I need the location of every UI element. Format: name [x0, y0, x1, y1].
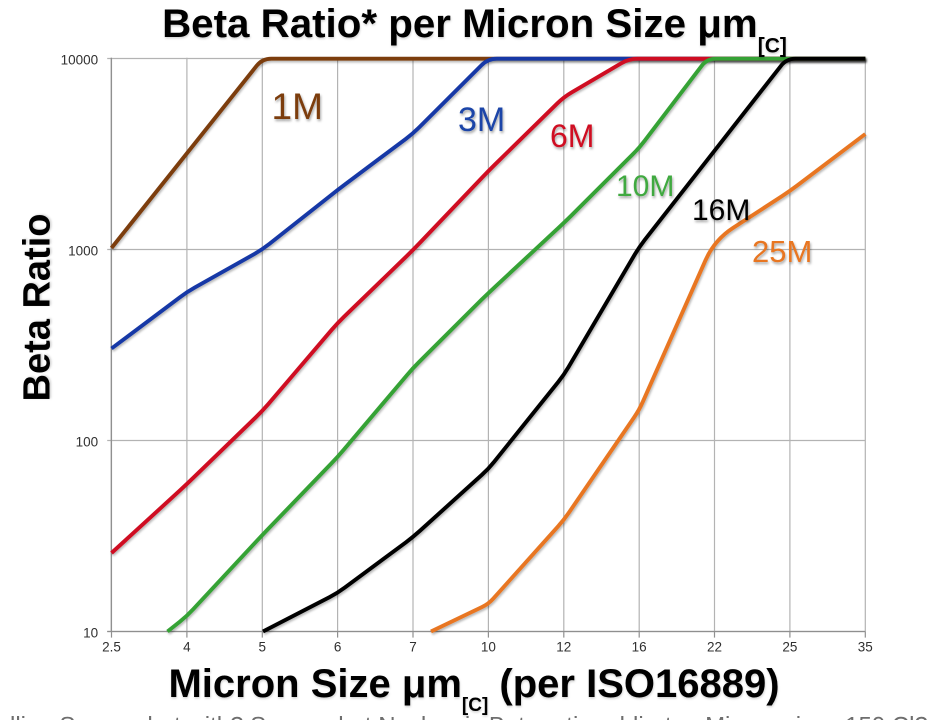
svg-text:7: 7 — [409, 639, 417, 654]
svg-text:12: 12 — [556, 639, 571, 654]
svg-text:1000: 1000 — [68, 244, 98, 259]
svg-text:22: 22 — [707, 639, 722, 654]
svg-text:25: 25 — [782, 639, 797, 654]
svg-text:10M: 10M — [616, 170, 674, 203]
svg-text:5: 5 — [259, 639, 267, 654]
svg-text:Beta Ratio: Beta Ratio — [17, 214, 59, 402]
svg-text:10: 10 — [481, 639, 496, 654]
svg-text:100: 100 — [76, 435, 99, 450]
svg-text:16: 16 — [632, 639, 647, 654]
svg-text:35: 35 — [858, 639, 873, 654]
svg-text:25M: 25M — [752, 234, 812, 269]
svg-text:6: 6 — [334, 639, 342, 654]
svg-text:dline Screenshot with? Screens: dline Screenshot with? Screenshot Nachwe… — [2, 713, 928, 720]
svg-text:3M: 3M — [458, 101, 505, 139]
svg-text:6M: 6M — [550, 118, 594, 154]
svg-text:16M: 16M — [692, 194, 750, 227]
svg-text:2.5: 2.5 — [102, 639, 121, 654]
svg-text:4: 4 — [183, 639, 191, 654]
svg-text:1M: 1M — [272, 86, 323, 127]
svg-text:10: 10 — [83, 626, 98, 641]
svg-text:10000: 10000 — [61, 53, 99, 68]
